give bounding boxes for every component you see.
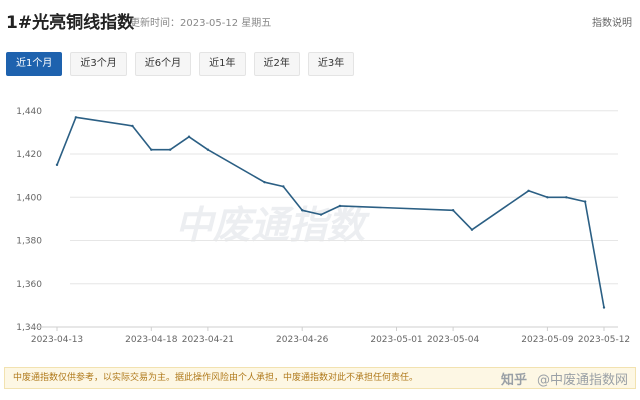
data-point [301,209,304,212]
data-point [187,135,191,138]
x-tick-label: 2023-05-04 [427,335,480,345]
data-point [565,196,568,199]
tab-2-years[interactable]: 近2年 [253,52,300,76]
page-title: 1#光亮铜线指数 [6,13,135,33]
y-tick-label: 1,400 [16,193,42,203]
header: 1#光亮铜线指数 更新时间：2023-05-12 星期五 指数说明 [0,0,640,42]
data-point [282,185,285,188]
data-point [602,306,606,309]
data-point [263,180,266,184]
data-point [527,189,530,192]
y-tick-label: 1,380 [16,237,42,247]
tab-1-year[interactable]: 近1年 [199,52,246,76]
data-point [583,200,587,203]
data-point [451,209,455,212]
data-point [55,163,59,167]
data-point [206,148,210,151]
index-help-link[interactable]: 指数说明 [592,18,632,29]
chart-watermark: 中废通指数 [175,203,370,247]
data-point [150,148,153,151]
data-point [74,116,78,119]
disclaimer-notice: 中废通指数仅供参考，以实际交易为主。据此操作风险由个人承担，中废通指数对此不承担… [4,367,636,389]
tab-3-years[interactable]: 近3年 [307,52,355,76]
data-point [546,196,549,199]
tab-6-months[interactable]: 近6个月 [134,52,192,76]
x-tick-label: 2023-04-18 [125,335,178,345]
x-tick-label: 2023-04-26 [276,335,329,345]
tab-3-months[interactable]: 近3个月 [70,52,127,76]
x-tick-label: 2023-04-13 [31,335,83,345]
time-range-tabs: 近1个月 近3个月 近6个月 近1年 近2年 近3年 [6,52,355,76]
zhihu-brand: 知乎 [500,373,527,388]
data-point [168,148,172,151]
price-line-chart[interactable]: 中废通指数 1,340 1,360 1,380 1,400 1,420 1,440 2023… [0,86,640,348]
data-point [470,228,474,231]
zhihu-handle: @中废通指数网 [536,373,628,388]
y-tick-label: 1,420 [16,150,42,160]
y-tick-label: 1,440 [16,107,42,117]
data-point [338,204,342,208]
x-tick-label: 2023-05-09 [521,335,574,345]
y-tick-label: 1,360 [16,280,42,290]
zhihu-watermark: 知乎 @中废通指数网 [501,369,628,388]
y-tick-label: 1,340 [16,323,42,333]
x-tick-label: 2023-04-21 [182,335,234,345]
x-tick-label: 2023-05-01 [370,335,422,345]
data-point [319,213,323,216]
tab-1-month[interactable]: 近1个月 [6,52,63,76]
update-time: 更新时间：2023-05-12 星期五 [130,18,272,29]
data-point [131,124,134,128]
x-tick-label: 2023-05-12 [578,335,630,345]
